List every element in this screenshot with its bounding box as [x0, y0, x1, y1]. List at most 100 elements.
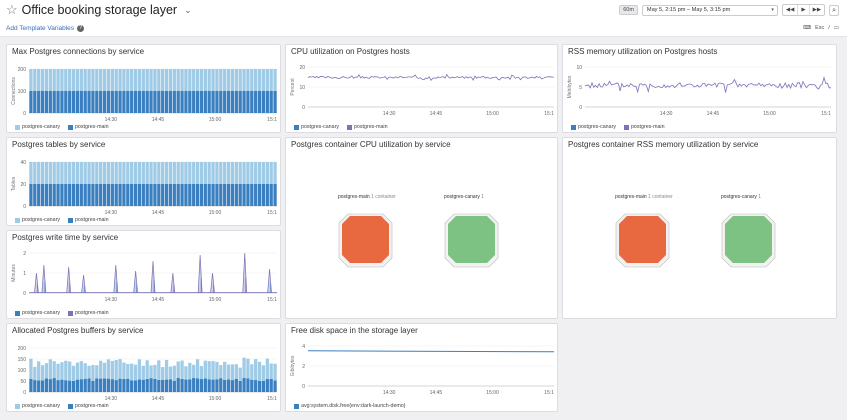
bar-main — [71, 380, 76, 392]
bar-canary — [269, 162, 273, 184]
legend-item-canary[interactable]: postgres-canary — [571, 124, 616, 130]
bar-main — [79, 91, 83, 113]
legend-item-main[interactable]: postgres-main — [623, 124, 665, 130]
chart-rss-memory: 10 5 0 14:30 14:45 15:00 15:1 Mebibytes — [567, 65, 831, 117]
view-tools: ⌨ Esc / ▭ — [803, 25, 839, 31]
star-icon[interactable]: ☆ — [6, 2, 18, 17]
y-axis-label: Percent — [290, 78, 296, 96]
bar-main — [195, 184, 200, 206]
bar-canary — [68, 69, 72, 91]
y-axis-label: Gibibytes — [290, 355, 296, 376]
fast-forward-icon[interactable]: ▶▶ — [812, 7, 822, 13]
panel-title: Max Postgres connections by service — [12, 47, 145, 56]
legend-item-main[interactable]: postgres-main — [346, 124, 388, 130]
help-icon[interactable]: ? — [77, 25, 85, 32]
bar-main — [265, 91, 269, 113]
legend-item-main[interactable]: postgres-main — [67, 403, 109, 409]
x-tick-label: 14:30 — [105, 297, 118, 303]
x-tick-label: 14:45 — [152, 117, 165, 123]
rewind-icon[interactable]: ◀◀ — [783, 5, 799, 15]
bar-canary — [168, 366, 173, 380]
bar-canary — [48, 359, 52, 380]
bar-main — [149, 184, 153, 206]
x-tick-label: 15:1 — [821, 111, 831, 117]
tools-separator: / — [828, 25, 830, 31]
panel-write-time[interactable]: Postgres write time by service 2 1 0 14:30 1… — [6, 230, 281, 319]
bar-main — [75, 91, 80, 113]
bar-canary — [265, 162, 269, 184]
series-line — [307, 350, 555, 353]
legend-item-canary[interactable]: postgres-canary — [15, 310, 60, 316]
chevron-down-icon[interactable]: ⌄ — [184, 4, 192, 15]
panel-max-connections[interactable]: Max Postgres connections by service 200 1… — [6, 44, 281, 133]
legend-item-canary[interactable]: postgres-canary — [15, 403, 60, 409]
bar-main — [176, 184, 180, 206]
bar-canary — [273, 162, 277, 184]
bar-canary — [133, 162, 138, 184]
bar-canary — [75, 162, 80, 184]
panel-cpu-utilization[interactable]: CPU utilization on Postgres hosts 20 10 0 1… — [285, 44, 558, 133]
bar-main — [238, 184, 242, 206]
bar-main — [71, 91, 76, 113]
play-icon[interactable]: ▶ — [798, 5, 810, 15]
y-tick-label: 1 — [23, 271, 26, 277]
x-tick-label: 15:00 — [209, 210, 222, 216]
bar-main — [64, 380, 68, 392]
bar-main — [56, 184, 60, 206]
bar-main — [75, 184, 80, 206]
y-tick-label: 0 — [23, 204, 26, 210]
bar-main — [269, 184, 273, 206]
bar-main — [223, 91, 227, 113]
bar-main — [273, 91, 277, 113]
bar-canary — [269, 69, 273, 91]
tv-mode-icon[interactable]: ▭ — [833, 25, 839, 31]
panel-postgres-tables[interactable]: Postgres tables by service 40 20 0 14:30 14:… — [6, 137, 281, 226]
bar-main — [87, 184, 91, 206]
bar-canary — [122, 162, 126, 184]
bar-main — [87, 378, 91, 392]
heatmap-cell-main — [342, 216, 389, 263]
x-tick-label: 14:45 — [430, 390, 443, 396]
panel-rss-memory[interactable]: RSS memory utilization on Postgres hosts… — [562, 44, 837, 133]
bar-canary — [223, 162, 227, 184]
bar-main — [122, 91, 126, 113]
bar-canary — [161, 367, 165, 380]
bar-main — [207, 91, 211, 113]
bar-canary — [192, 162, 196, 184]
panel-free-disk-space[interactable]: Free disk space in the storage layer 4 2 0… — [285, 323, 558, 412]
bar-main — [37, 184, 41, 206]
panel-allocated-buffers[interactable]: Allocated Postgres buffers by service 20… — [6, 323, 281, 412]
legend-item-main[interactable]: postgres-main — [67, 310, 109, 316]
legend-item-main[interactable]: postgres-main — [67, 217, 109, 223]
bar-main — [161, 91, 165, 113]
bar-canary — [71, 69, 76, 91]
bar-canary — [145, 360, 149, 379]
time-range-select[interactable]: May 5, 2:15 pm – May 5, 3:15 pm ▾ — [641, 4, 778, 16]
bar-canary — [87, 69, 91, 91]
bar-main — [157, 91, 161, 113]
bar-canary — [56, 363, 60, 381]
x-tick-label: 14:30 — [105, 396, 118, 402]
panel-container-rss[interactable]: Postgres container RSS memory utilizatio… — [562, 137, 837, 319]
bar-canary — [126, 363, 130, 379]
bar-canary — [176, 69, 180, 91]
legend-item-disk[interactable]: avg:system.disk.free{env:dark-launch-dem… — [294, 403, 406, 409]
search-icon[interactable]: ⌕ — [829, 4, 839, 16]
bar-main — [141, 184, 145, 206]
bar-main — [157, 379, 161, 392]
bar-main — [48, 184, 52, 206]
legend-item-main[interactable]: postgres-main — [67, 124, 109, 130]
add-template-variables-link[interactable]: Add Template Variables ? — [6, 25, 85, 32]
bar-canary — [40, 69, 45, 91]
bar-main — [261, 380, 266, 392]
bar-main — [83, 91, 87, 113]
bar-canary — [164, 162, 169, 184]
range-badge[interactable]: 60m — [619, 5, 638, 15]
legend-item-canary[interactable]: postgres-canary — [15, 217, 60, 223]
bar-canary — [226, 69, 231, 91]
panel-container-cpu[interactable]: Postgres container CPU utilization by se… — [285, 137, 558, 319]
legend-item-canary[interactable]: postgres-canary — [15, 124, 60, 130]
legend-item-canary[interactable]: postgres-canary — [294, 124, 339, 130]
keyboard-icon[interactable]: ⌨ — [803, 25, 812, 31]
bar-main — [133, 380, 138, 392]
